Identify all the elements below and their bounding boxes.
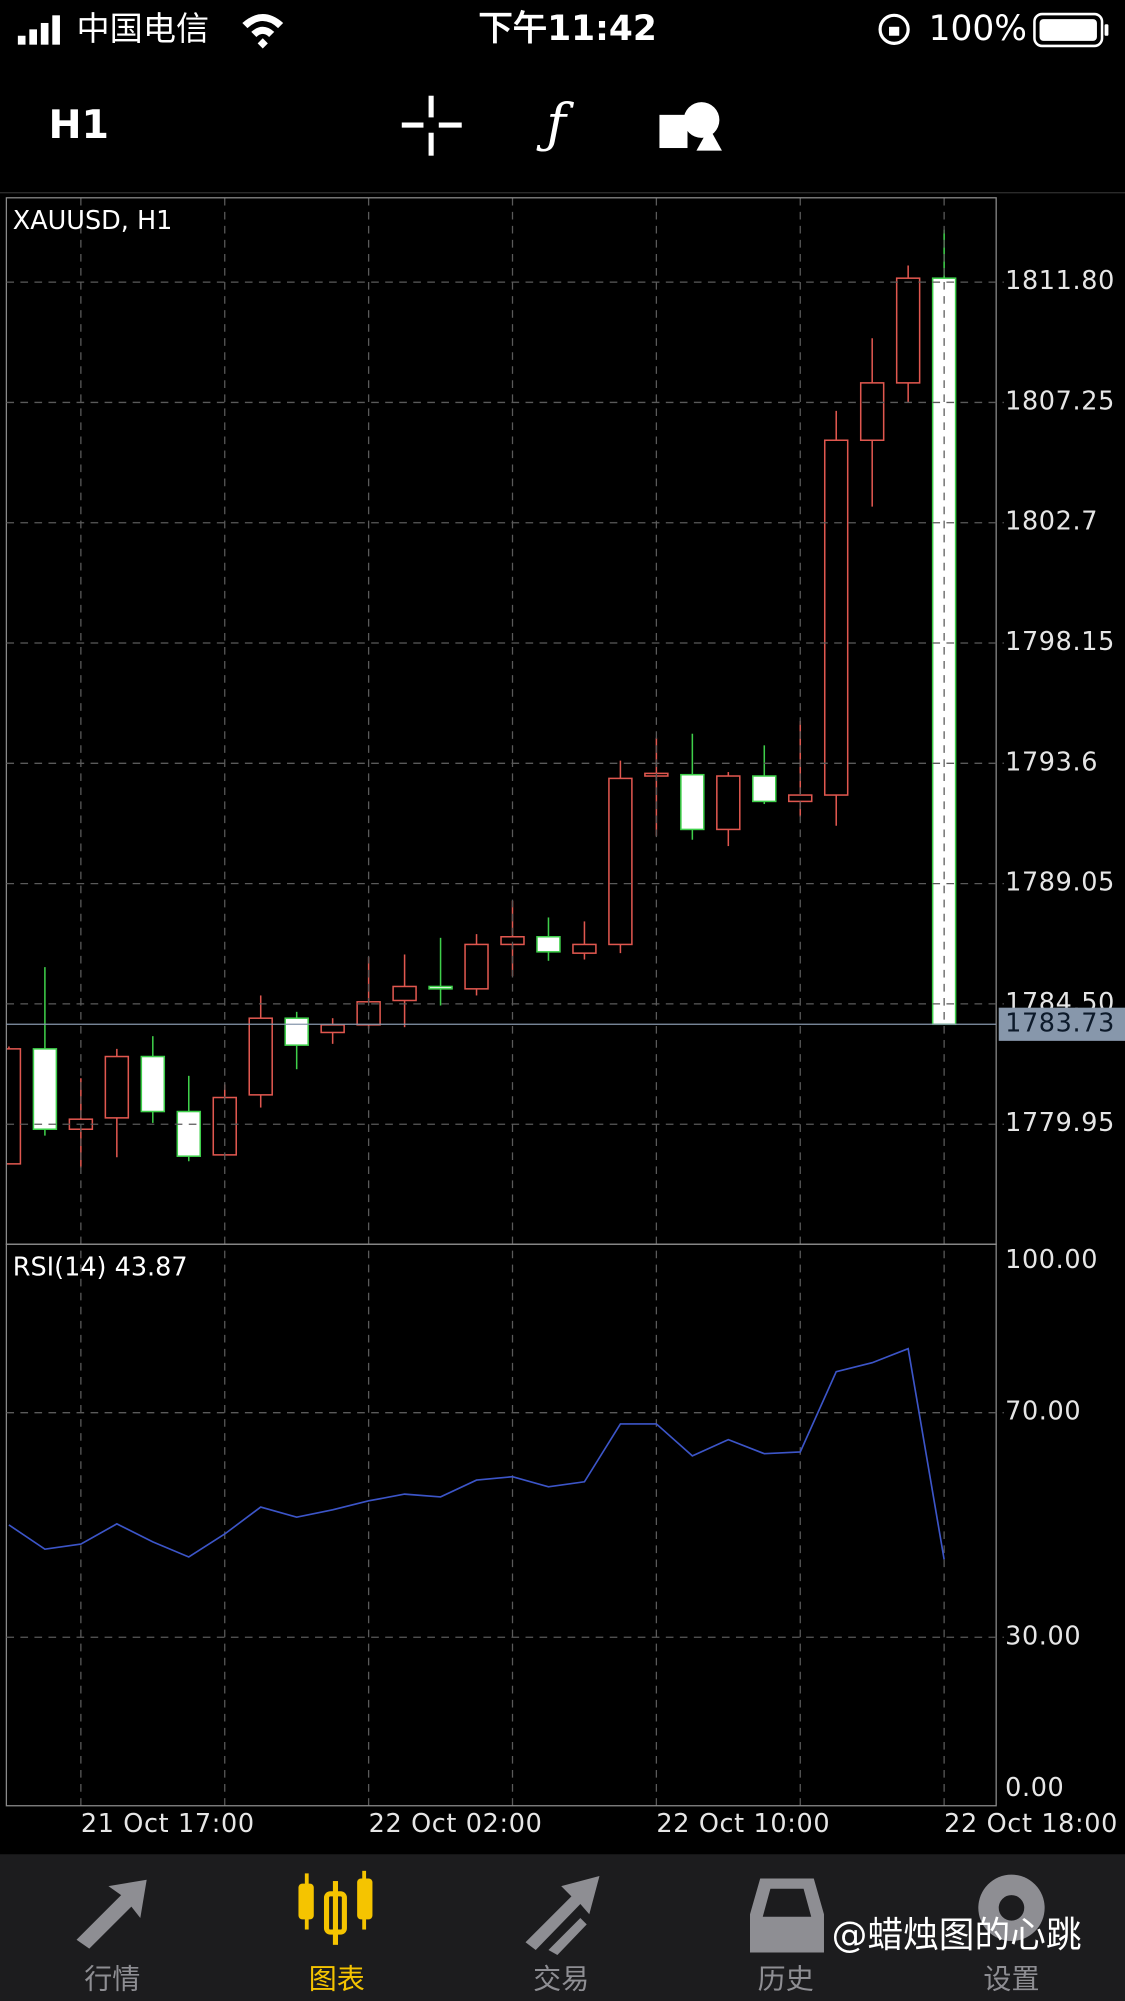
clock: 下午11:42 [478, 9, 656, 49]
tab-label[interactable]: 设置 [983, 1963, 1039, 1996]
current-price-label: 1783.73 [1005, 1008, 1115, 1038]
candle-body [320, 1024, 345, 1034]
timeframe-button[interactable]: H1 [48, 102, 109, 148]
y-tick-label: 1779.95 [1005, 1108, 1115, 1138]
crosshair-button[interactable] [401, 95, 462, 156]
candle-body [32, 1048, 58, 1131]
panel-title: XAUUSD, H1 [13, 206, 173, 236]
tab-label[interactable]: 行情 [84, 1963, 140, 1996]
candle-body [572, 943, 597, 954]
x-tick-label: 22 Oct 18:00 [944, 1809, 1118, 1839]
candle-body [788, 794, 813, 803]
candle-body [392, 985, 417, 1002]
y-tick-label: 1802.7 [1005, 507, 1098, 537]
history-icon [750, 1878, 824, 1953]
candle-body [428, 985, 453, 990]
chart-icon [298, 1870, 373, 1945]
tab-icons [76, 1870, 1045, 1956]
objects-button[interactable] [659, 102, 722, 151]
price-plot [6, 229, 957, 1168]
candle-body [823, 439, 849, 796]
y-tick-label: 1793.6 [1005, 747, 1098, 777]
watermark: @蜡烛图的心跳 [832, 1915, 1082, 1956]
candle-body [752, 775, 777, 803]
x-tick-label: 22 Oct 10:00 [656, 1809, 830, 1839]
candle-body [104, 1055, 130, 1119]
candle-body [248, 1017, 273, 1096]
x-tick-label: 21 Oct 17:00 [81, 1809, 255, 1839]
y-tick-label: 0.00 [1005, 1773, 1064, 1803]
candle-body [464, 943, 489, 990]
candle-body [176, 1110, 202, 1157]
y-tick-label: 70.00 [1005, 1397, 1081, 1427]
x-tick-label: 22 Oct 02:00 [369, 1809, 543, 1839]
rsi-line [8, 1347, 945, 1560]
y-tick-label: 1807.25 [1005, 386, 1115, 416]
trade-icon [525, 1875, 600, 1956]
candle-body [716, 775, 741, 831]
candle-body [536, 935, 561, 953]
panel-title: RSI(14) 43.87 [13, 1252, 188, 1282]
tab-label[interactable]: 历史 [758, 1963, 814, 1996]
chart: XAUUSD, H11779.951784.501789.051793.6179… [5, 197, 1125, 1839]
battery-level: 100% [929, 9, 1027, 49]
y-tick-label: 1789.05 [1005, 868, 1115, 898]
candle-body [680, 773, 705, 831]
candle-body [859, 382, 885, 442]
current-price-box [998, 1007, 1125, 1041]
candle-body [284, 1017, 309, 1046]
tab-bar [0, 1854, 1125, 2001]
candle-body [895, 277, 921, 384]
y-tick-label: 30.00 [1005, 1621, 1081, 1651]
panel-frame [5, 1243, 997, 1807]
tab-label[interactable]: 图表 [309, 1963, 365, 1996]
y-tick-label: 100.00 [1005, 1245, 1098, 1275]
status-bar: 中国电信 下午11:42 100% [17, 9, 1109, 49]
quotes-icon [76, 1879, 147, 1949]
candle-body [608, 777, 633, 946]
tab-label[interactable]: 交易 [533, 1963, 589, 1996]
y-tick-label: 1811.80 [1005, 266, 1115, 296]
y-tick-label: 1798.15 [1005, 627, 1115, 657]
candle-body [6, 1048, 22, 1165]
candle-body [140, 1055, 166, 1113]
carrier: 中国电信 [77, 9, 210, 48]
